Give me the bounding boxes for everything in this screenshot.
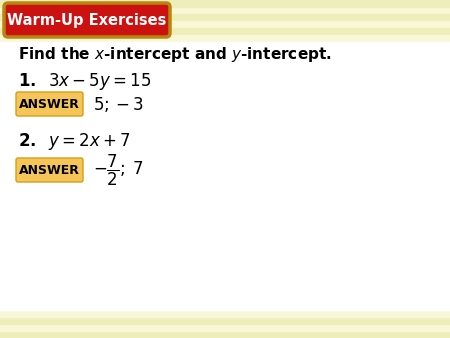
- Bar: [0, 7, 450, 14]
- Bar: [0, 42, 450, 310]
- Bar: [0, 21, 450, 28]
- Bar: [0, 0, 450, 7]
- FancyBboxPatch shape: [16, 92, 83, 116]
- Bar: [0, 310, 450, 317]
- Text: Warm-Up Exercises: Warm-Up Exercises: [7, 13, 166, 27]
- Text: Find the $\it{x}$-intercept and $\it{y}$-intercept.: Find the $\it{x}$-intercept and $\it{y}$…: [18, 46, 332, 65]
- Text: $3x - 5y = 15$: $3x - 5y = 15$: [48, 71, 151, 92]
- Bar: [0, 331, 450, 338]
- FancyBboxPatch shape: [4, 3, 170, 37]
- Bar: [0, 317, 450, 324]
- FancyBboxPatch shape: [16, 158, 83, 182]
- Text: $\mathbf{2.}$: $\mathbf{2.}$: [18, 132, 36, 150]
- Bar: [0, 0, 450, 7]
- Bar: [0, 14, 450, 21]
- Bar: [0, 324, 450, 331]
- Bar: [0, 28, 450, 35]
- Text: ANSWER: ANSWER: [18, 164, 80, 176]
- Text: $5;-3$: $5;-3$: [93, 95, 144, 114]
- Bar: [0, 35, 450, 42]
- Text: $-\dfrac{7}{2};\;7$: $-\dfrac{7}{2};\;7$: [93, 152, 144, 188]
- Text: $\mathbf{1.}$: $\mathbf{1.}$: [18, 72, 36, 90]
- Text: $y = 2x + 7$: $y = 2x + 7$: [48, 130, 130, 151]
- Text: ANSWER: ANSWER: [18, 97, 80, 111]
